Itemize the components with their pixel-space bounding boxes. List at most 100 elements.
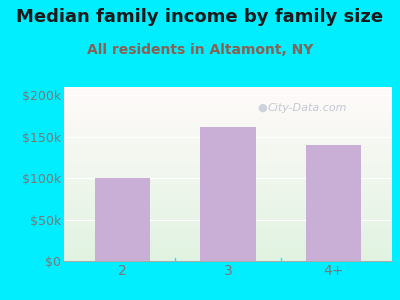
Bar [64,198,392,200]
Bar [64,212,392,214]
Bar [64,152,392,153]
Bar [64,228,392,230]
Bar [64,226,392,228]
Bar [64,207,392,209]
Bar [64,256,392,257]
Bar [64,141,392,143]
Bar [64,132,392,134]
Bar [64,137,392,139]
Bar [64,235,392,237]
Bar [64,146,392,148]
Bar [64,125,392,127]
Bar [64,99,392,101]
Bar [64,122,392,124]
Bar [64,87,392,89]
Bar [64,108,392,110]
Bar [64,153,392,155]
Bar [64,184,392,186]
Bar [64,92,392,94]
Bar [64,169,392,170]
Bar [64,94,392,96]
Bar [64,196,392,198]
Text: City-Data.com: City-Data.com [267,103,347,113]
Bar [64,158,392,160]
Bar [64,204,392,205]
Bar [64,91,392,92]
Bar [64,179,392,181]
Bar [64,144,392,146]
Bar [64,216,392,218]
Bar [64,134,392,136]
Bar [64,221,392,223]
Bar [64,191,392,193]
Bar [64,160,392,162]
Bar [64,113,392,115]
Bar [64,172,392,174]
Bar [64,115,392,117]
Bar [64,200,392,202]
Bar [64,230,392,231]
Bar [64,104,392,106]
Bar [64,259,392,261]
Bar [64,245,392,247]
Bar [64,148,392,150]
Bar [306,145,361,261]
Bar [64,209,392,211]
Bar [64,181,392,183]
Text: All residents in Altamont, NY: All residents in Altamont, NY [87,44,313,58]
Bar [64,167,392,169]
Bar [64,130,392,132]
Bar [64,157,392,158]
Bar [64,183,392,184]
Bar [64,231,392,233]
Bar [64,205,392,207]
Text: ●: ● [258,103,267,113]
Bar [64,233,392,235]
Bar [64,120,392,122]
Bar [64,124,392,125]
Bar [64,186,392,188]
Bar [64,127,392,129]
Bar [64,223,392,224]
Bar [64,238,392,240]
Bar [64,136,392,137]
Bar [64,129,392,130]
Bar [64,193,392,195]
Bar [64,143,392,144]
Bar [64,118,392,120]
Bar [64,155,392,157]
Bar [64,254,392,256]
Bar [64,250,392,252]
Bar [95,178,150,261]
Bar [64,224,392,226]
Bar [64,176,392,178]
Bar [64,111,392,113]
Bar [64,150,392,152]
Bar [64,103,392,104]
Bar [64,188,392,190]
Bar [64,174,392,176]
Bar [64,247,392,249]
Bar [64,237,392,239]
Bar [64,249,392,250]
Bar [64,162,392,164]
Bar [64,117,392,118]
Text: Median family income by family size: Median family income by family size [16,8,384,26]
Bar [64,89,392,91]
Bar [64,98,392,99]
Bar [64,257,392,259]
Bar [64,178,392,179]
Bar [64,219,392,221]
Bar [64,164,392,165]
Bar [64,244,392,245]
Bar [64,214,392,216]
Bar [64,195,392,196]
Bar [64,240,392,242]
Bar [64,106,392,108]
Bar [64,211,392,212]
Bar [64,110,392,111]
Bar [200,127,256,261]
Bar [64,190,392,191]
Bar [64,139,392,141]
Bar [64,218,392,219]
